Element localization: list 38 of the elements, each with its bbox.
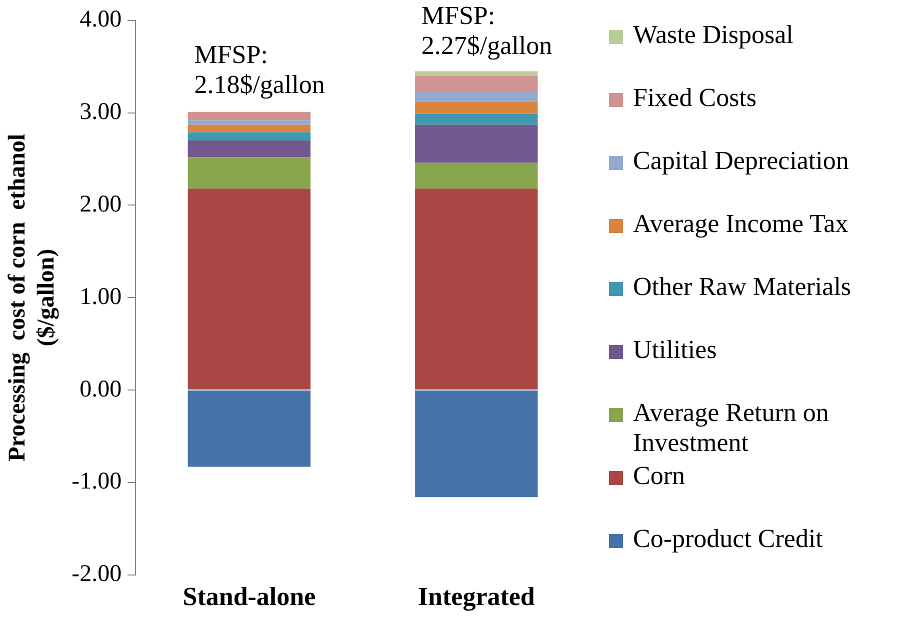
y-tick-label: 3.00 [80, 99, 122, 126]
bar [415, 102, 538, 114]
annotation: MFSP: 2.27$/gallon [421, 0, 552, 60]
y-tick-label: 2.00 [80, 191, 122, 218]
y-tick-label: -2.00 [72, 561, 122, 588]
annotation: MFSP: 2.18$/gallon [194, 40, 325, 99]
x-tick-label: Integrated [418, 582, 536, 612]
legend-label: Utilities [633, 335, 717, 365]
legend-label: Average Income Tax [633, 209, 848, 239]
legend-label: Average Return on Investment [633, 398, 830, 458]
y-tick-label: 4.00 [80, 6, 122, 33]
bar [415, 71, 538, 76]
bar [415, 92, 538, 102]
y-tick-label: 0.00 [80, 376, 122, 402]
y-tick-label: -1.00 [72, 468, 122, 495]
bar [415, 390, 538, 498]
bar [188, 132, 311, 141]
x-tick-label: Stand-alone [182, 582, 316, 612]
legend-label: Fixed Costs [633, 83, 757, 113]
bar [188, 120, 311, 125]
bar [415, 188, 538, 390]
bar [188, 188, 311, 390]
bar [188, 140, 311, 158]
bar [415, 114, 538, 125]
bar [188, 157, 311, 189]
y-axis-title: Processing cost of corn ethanol ($/gallon) [4, 134, 60, 462]
bar [188, 124, 311, 132]
bar [415, 76, 538, 92]
bar [188, 112, 311, 120]
bar [188, 390, 311, 467]
bar [415, 162, 538, 189]
legend-label: Corn [633, 461, 685, 491]
y-tick-label: 1.00 [80, 284, 122, 310]
bar [415, 124, 538, 163]
legend-label: Other Raw Materials [633, 272, 852, 302]
legend-label: Waste Disposal [633, 20, 794, 50]
legend-label: Co-product Credit [633, 524, 823, 554]
legend-label: Capital Depreciation [633, 146, 849, 176]
